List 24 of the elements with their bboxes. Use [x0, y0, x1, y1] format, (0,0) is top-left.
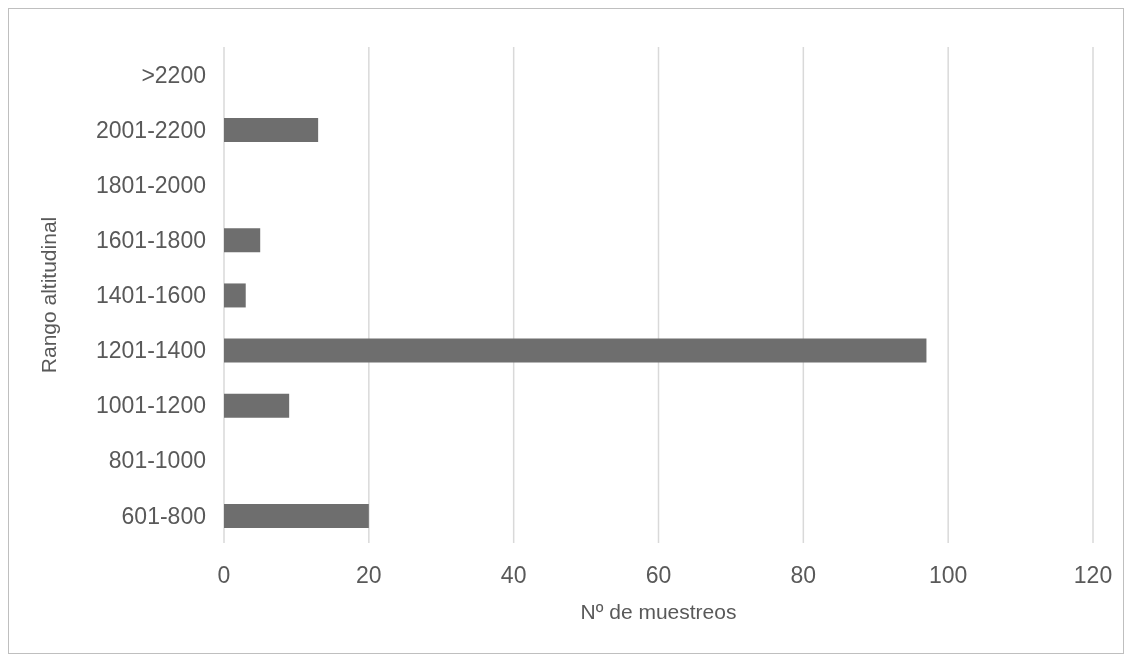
y-tick-label: 1201-1400 [96, 337, 206, 364]
x-tick-label: 120 [1073, 562, 1113, 589]
y-tick-label: 801-1000 [108, 447, 206, 474]
bar [224, 503, 369, 528]
bar [224, 393, 290, 418]
y-axis-title: Rango altitudinal [37, 216, 61, 374]
bar [224, 338, 927, 363]
y-tick-label: 1401-1600 [96, 282, 206, 309]
y-tick-label: 1801-2000 [96, 171, 206, 198]
x-tick-label: 40 [500, 562, 527, 589]
bar [224, 118, 319, 143]
x-axis-title: Nº de muestreos [580, 600, 737, 623]
x-tick-label: 100 [928, 562, 968, 589]
bar [224, 283, 246, 308]
y-tick-label: 2001-2200 [96, 116, 206, 143]
x-tick-label: 20 [356, 562, 382, 589]
x-tick-label: 60 [645, 562, 672, 589]
y-tick-label: 1601-1800 [96, 227, 206, 254]
x-tick-label: 0 [217, 562, 231, 589]
y-tick-label: 1001-1200 [96, 392, 206, 419]
bar [224, 228, 261, 253]
y-tick-label: 601-800 [121, 502, 206, 529]
y-tick-label: >2200 [141, 61, 206, 88]
x-tick-label: 80 [790, 562, 817, 589]
